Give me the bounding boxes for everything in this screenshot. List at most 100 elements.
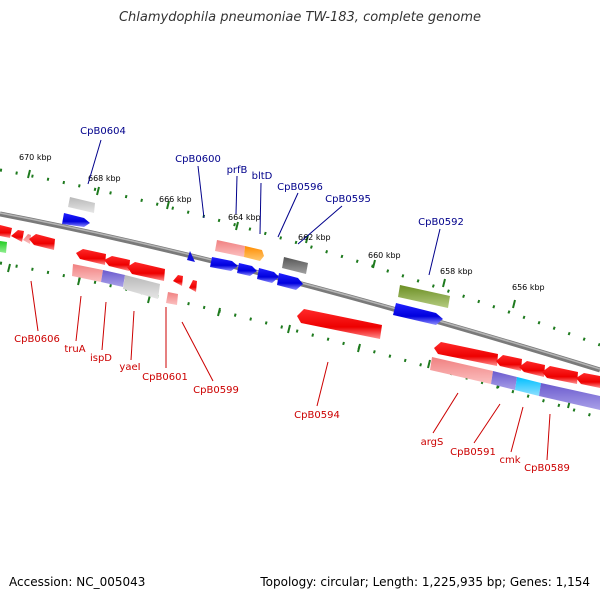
leader-lines-plus xyxy=(87,139,441,276)
gene-label-cmk[interactable]: cmk xyxy=(499,455,520,466)
gene-CpB0601[interactable] xyxy=(173,275,183,286)
gene-label-bltD[interactable]: bltD xyxy=(252,171,273,182)
gene-minus-small-1[interactable] xyxy=(11,230,24,242)
tick-label: 662 kbp xyxy=(298,233,331,242)
gene-bltD[interactable] xyxy=(237,263,257,276)
leader-line xyxy=(75,295,82,342)
gene-label-CpB0591[interactable]: CpB0591 xyxy=(450,447,496,458)
gene-cmk[interactable] xyxy=(515,377,541,396)
major-tick xyxy=(166,200,170,210)
leader-line xyxy=(510,406,524,453)
gene-CpB0599[interactable] xyxy=(189,280,197,292)
gene-label-prfB[interactable]: prfB xyxy=(227,165,248,176)
gene-label-CpB0604[interactable]: CpB0604 xyxy=(80,126,126,137)
gene-label-CpB0595[interactable]: CpB0595 xyxy=(325,194,371,205)
major-tick xyxy=(512,299,516,309)
major-tick xyxy=(372,259,376,269)
gene-plus-blue-3[interactable] xyxy=(257,268,279,283)
tick-label: 670 kbp xyxy=(19,153,52,162)
gene-CpB0592[interactable] xyxy=(393,303,443,325)
gene-CpB0595[interactable] xyxy=(282,257,308,274)
gene-label-CpB0589[interactable]: CpB0589 xyxy=(524,463,570,474)
gene-minus-small-pink[interactable] xyxy=(166,292,178,305)
leader-line xyxy=(235,175,238,215)
gene-plus-pink[interactable] xyxy=(215,240,245,257)
leader-line xyxy=(87,139,102,185)
leader-line xyxy=(197,165,205,219)
major-tick xyxy=(442,278,446,288)
tick-label: 660 kbp xyxy=(368,251,401,260)
tick-label: 666 kbp xyxy=(159,195,192,204)
tick-label: 656 kbp xyxy=(512,283,545,292)
gene-label-CpB0596[interactable]: CpB0596 xyxy=(277,182,323,193)
major-tick xyxy=(305,234,309,244)
gene-label-yaeI[interactable]: yaeI xyxy=(119,362,140,373)
leader-line xyxy=(30,280,39,332)
major-tick xyxy=(427,359,431,369)
major-tick xyxy=(27,169,31,179)
leader-line xyxy=(546,413,551,461)
tick-label: 668 kbp xyxy=(88,174,121,183)
gene-label-CpB0594[interactable]: CpB0594 xyxy=(294,410,340,421)
accession-text: Accession: NC_005043 xyxy=(9,575,146,589)
gene-minus-grey[interactable] xyxy=(123,275,160,299)
gene-prfB[interactable] xyxy=(244,246,264,261)
gene-minus-red-3[interactable] xyxy=(519,361,545,377)
major-tick xyxy=(77,276,81,286)
leader-line xyxy=(130,310,135,361)
gene-minus-small-2[interactable] xyxy=(23,234,31,244)
gene-label-CpB0606[interactable]: CpB0606 xyxy=(14,334,60,345)
gene-label-ispD[interactable]: ispD xyxy=(90,353,112,364)
leader-line xyxy=(432,392,459,434)
gene-CpB0606[interactable] xyxy=(29,234,55,250)
gene-plus-grey[interactable] xyxy=(68,197,95,213)
leader-line xyxy=(297,205,343,245)
major-tick xyxy=(287,324,291,334)
map-title: Chlamydophila pneumoniae TW-183, complet… xyxy=(118,10,482,25)
tick-label: 664 kbp xyxy=(228,213,261,222)
leader-line xyxy=(101,301,107,351)
gene-CpB0594[interactable] xyxy=(297,309,382,339)
major-tick xyxy=(7,263,11,273)
leader-line xyxy=(473,403,501,444)
gene-label-CpB0592[interactable]: CpB0592 xyxy=(418,217,464,228)
major-tick xyxy=(217,307,221,317)
genome-summary-text: Topology: circular; Length: 1,225,935 bp… xyxy=(260,575,590,589)
leader-line xyxy=(259,182,262,235)
major-tick xyxy=(96,186,100,196)
gene-truA[interactable] xyxy=(76,249,106,265)
gene-label-CpB0599[interactable]: CpB0599 xyxy=(193,385,239,396)
gene-minus-edge[interactable] xyxy=(0,225,12,238)
gene-label-CpB0601[interactable]: CpB0601 xyxy=(142,372,188,383)
leader-line xyxy=(181,321,214,382)
gene-plus-blue-1[interactable] xyxy=(210,257,238,271)
gene-label-CpB0600[interactable]: CpB0600 xyxy=(175,154,221,165)
gene-CpB0589[interactable] xyxy=(539,383,600,410)
leader-lines-minus xyxy=(30,280,551,461)
major-tick xyxy=(357,343,361,353)
major-ticks xyxy=(27,169,516,309)
gene-minus-red-5[interactable] xyxy=(576,373,600,388)
gene-minus-red-4[interactable] xyxy=(542,366,578,384)
gene-minus-slate-2[interactable] xyxy=(491,371,517,390)
gene-label-truA[interactable]: truA xyxy=(64,344,85,355)
gene-minus-pink-1[interactable] xyxy=(72,264,103,282)
gene-minus-red-2[interactable] xyxy=(496,355,522,371)
gene-green-edge[interactable] xyxy=(0,241,7,253)
gene-minus-slate-1[interactable] xyxy=(101,270,125,287)
gene-yaeI[interactable] xyxy=(127,262,165,281)
gene-plus-small[interactable] xyxy=(187,251,195,262)
gene-argS[interactable] xyxy=(434,342,498,366)
gene-CpB0604[interactable] xyxy=(62,213,90,227)
leader-line xyxy=(277,192,299,238)
gene-label-argS[interactable]: argS xyxy=(421,437,444,448)
leader-line xyxy=(428,228,441,276)
gene-CpB0591[interactable] xyxy=(430,357,493,384)
gene-ispD[interactable] xyxy=(104,256,130,271)
gene-CpB0596[interactable] xyxy=(277,273,303,290)
leader-line xyxy=(316,361,329,407)
major-tick xyxy=(235,221,239,231)
tick-label: 658 kbp xyxy=(440,267,473,276)
gene-CpB0592-olive[interactable] xyxy=(398,285,450,308)
